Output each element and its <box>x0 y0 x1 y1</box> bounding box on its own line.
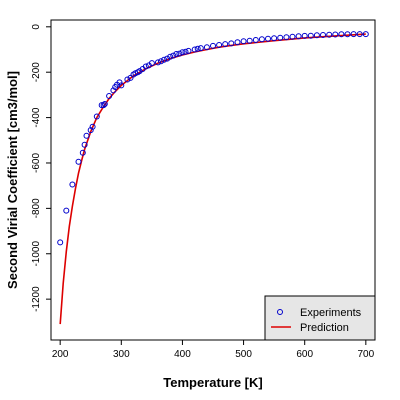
legend-box <box>264 295 376 341</box>
experiment-point <box>197 45 204 52</box>
experiment-point <box>142 63 149 70</box>
y-tick-label: -1000 <box>31 241 42 267</box>
experiment-point <box>79 149 86 156</box>
experiment-point <box>89 123 96 130</box>
experiment-point <box>158 58 164 65</box>
experiment-point <box>116 79 123 86</box>
experiment-point <box>265 35 271 42</box>
experiment-point <box>93 113 100 120</box>
experiment-point <box>69 181 76 188</box>
x-tick-label: 700 <box>357 349 374 360</box>
experiment-point <box>295 33 302 40</box>
x-axis: 200 300 400 500 600 700 <box>52 340 375 360</box>
legend-experiments-label: Experiments <box>300 307 362 319</box>
experiment-point <box>338 31 345 38</box>
experiment-point <box>179 49 186 56</box>
experiment-point <box>228 40 235 47</box>
experiment-point <box>127 74 134 81</box>
experiment-point <box>320 32 326 38</box>
x-tick-label: 600 <box>296 349 313 360</box>
legend-experiments-marker <box>277 309 283 315</box>
experiment-point <box>210 42 216 49</box>
x-tick-label: 400 <box>174 349 191 360</box>
experiment-point <box>271 35 278 42</box>
y-tick-label: -800 <box>31 198 42 218</box>
legend-prediction-label: Prediction <box>300 322 349 334</box>
y-tick-label: -1200 <box>31 286 42 312</box>
y-tick-label: 0 <box>31 24 42 30</box>
experiment-point <box>63 207 70 214</box>
experiment-point <box>277 34 284 41</box>
experiment-point <box>356 31 363 38</box>
prediction-line <box>59 33 366 325</box>
y-tick-label: -400 <box>31 107 42 127</box>
experiment-point <box>83 132 90 139</box>
plot-frame <box>50 19 376 341</box>
experiment-point <box>246 37 253 44</box>
experiment-point <box>313 32 320 39</box>
experiment-point <box>289 33 296 40</box>
experiment-point <box>362 31 369 38</box>
experiment-point <box>173 51 180 57</box>
experiment-point <box>118 82 125 89</box>
experiment-point <box>234 39 241 46</box>
experiment-point <box>81 141 88 148</box>
experiment-point <box>350 31 357 38</box>
experiment-point <box>155 59 161 66</box>
experiment-point <box>222 41 229 48</box>
experiment-point <box>216 42 223 48</box>
y-tick-label: -600 <box>31 153 42 173</box>
x-tick-label: 500 <box>235 349 252 360</box>
experiment-point <box>307 32 314 39</box>
experiment-point <box>176 50 183 57</box>
experiment-point <box>170 52 177 59</box>
y-tick-label: -200 <box>31 62 42 82</box>
y-axis-title: Second Virial Coefficient [cm3/mol] <box>5 71 20 289</box>
experiment-point <box>326 31 333 38</box>
experiment-point <box>240 38 247 45</box>
experiment-point <box>191 46 198 53</box>
experiment-point <box>148 60 155 67</box>
experiment-point <box>252 37 259 43</box>
experiment-point <box>344 31 351 38</box>
x-tick-label: 300 <box>113 349 130 360</box>
experiment-point <box>301 32 308 39</box>
experiment-point <box>283 34 290 41</box>
experiment-point <box>110 87 117 94</box>
x-tick-label: 200 <box>52 349 69 360</box>
experiment-point <box>182 48 189 55</box>
prediction-series <box>59 33 366 325</box>
experiment-point <box>124 76 131 83</box>
experiment-point <box>161 56 168 63</box>
experiment-point <box>101 101 108 107</box>
experiment-point <box>100 102 107 109</box>
x-axis-title: Temperature [K] <box>163 375 262 390</box>
experiment-point <box>185 47 192 54</box>
experiment-point <box>258 36 265 43</box>
experiment-point <box>106 93 113 99</box>
experiment-point <box>75 158 82 165</box>
experiment-point <box>203 44 210 51</box>
experiment-point <box>57 239 64 246</box>
experiment-point <box>167 53 174 60</box>
experiment-point <box>332 31 339 38</box>
y-axis: 0 -200 -400 -600 -800 -1000 -1200 <box>31 24 51 312</box>
experiment-point <box>164 55 171 62</box>
legend: Experiments Prediction <box>264 295 376 341</box>
experiment-point <box>194 45 201 52</box>
experiments-series <box>57 31 369 246</box>
experiment-point <box>98 102 105 109</box>
